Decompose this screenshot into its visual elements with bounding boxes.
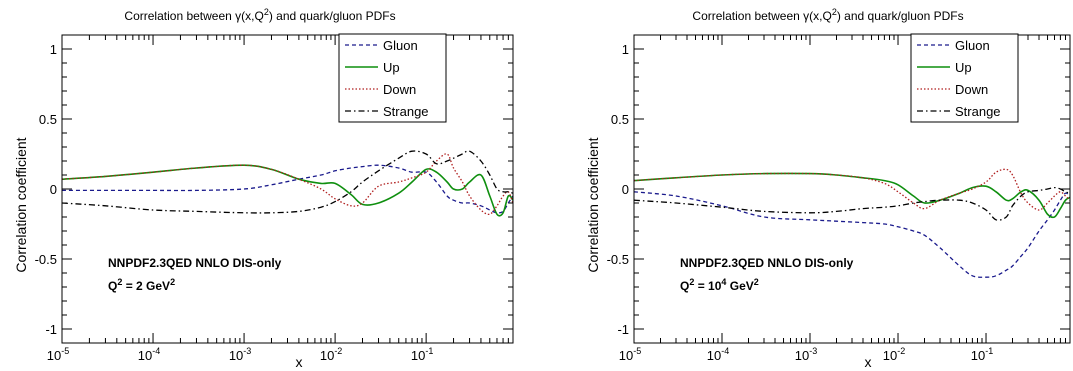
y-tick-label: 0.5 bbox=[611, 112, 629, 127]
legend-label-strange: Strange bbox=[955, 104, 1001, 119]
x-tick-label: 10-3 bbox=[795, 346, 817, 363]
series-line-strange bbox=[61, 150, 514, 214]
y-tick-label: -0.5 bbox=[607, 252, 629, 267]
x-tick-label: 10-1 bbox=[411, 346, 433, 363]
y-tick-label: -0.5 bbox=[35, 252, 57, 267]
series-layer bbox=[633, 168, 1071, 278]
legend: Gluon Up Down Strange bbox=[910, 33, 1019, 123]
chart-title: Correlation between γ(x,Q2) and quark/gl… bbox=[692, 7, 963, 23]
annotation-fit-name: NNPDF2.3QED NNLO DIS-only bbox=[680, 256, 854, 270]
chart-panel-q2-1e4: Correlation between γ(x,Q2) and quark/gl… bbox=[585, 7, 1071, 370]
annotation-q2: Q2 = 2 GeV2 bbox=[108, 277, 175, 293]
legend-label-gluon: Gluon bbox=[955, 38, 990, 53]
legend: Gluon Up Down Strange bbox=[338, 33, 447, 123]
series-line-down bbox=[633, 168, 1071, 211]
axis-ticks: 1 0.5 0 -0.5 -1 10-5 10-4 10-3 10-2 10-1 bbox=[607, 35, 1071, 363]
series-line-gluon bbox=[633, 191, 1071, 278]
y-axis-label: Correlation coefficient bbox=[13, 137, 29, 272]
plot-frame bbox=[633, 34, 1071, 344]
x-tick-label: 10-4 bbox=[707, 346, 729, 363]
legend-label-up: Up bbox=[955, 60, 972, 75]
series-line-down bbox=[61, 153, 514, 215]
x-axis-label: x bbox=[296, 354, 303, 370]
series-line-strange bbox=[633, 186, 1071, 221]
y-tick-label: -1 bbox=[45, 322, 57, 337]
series-line-gluon bbox=[62, 164, 514, 214]
legend-box bbox=[910, 33, 1019, 123]
chart-panel-q2-2: Correlation between γ(x,Q2) and quark/gl… bbox=[13, 7, 514, 370]
x-tick-label: 10-5 bbox=[47, 346, 69, 363]
annotation-fit-name: NNPDF2.3QED NNLO DIS-only bbox=[108, 256, 282, 270]
y-tick-label: 0.5 bbox=[39, 112, 57, 127]
y-tick-label: 1 bbox=[50, 42, 57, 57]
legend-box bbox=[338, 33, 447, 123]
legend-label-down: Down bbox=[383, 82, 416, 97]
legend-label-gluon: Gluon bbox=[383, 38, 418, 53]
axis-ticks: 1 0.5 0 -0.5 -1 10-5 10-4 10-3 10-2 10-1 bbox=[35, 35, 514, 363]
y-axis-label: Correlation coefficient bbox=[585, 137, 601, 272]
x-tick-label: 10-2 bbox=[883, 346, 905, 363]
y-tick-label: 1 bbox=[622, 42, 629, 57]
legend-label-strange: Strange bbox=[383, 104, 429, 119]
y-tick-label: 0 bbox=[50, 182, 57, 197]
legend-label-up: Up bbox=[383, 60, 400, 75]
x-tick-label: 10-2 bbox=[320, 346, 342, 363]
x-axis-label: x bbox=[865, 354, 872, 370]
x-tick-label: 10-1 bbox=[971, 346, 993, 363]
x-tick-label: 10-4 bbox=[138, 346, 160, 363]
legend-label-down: Down bbox=[955, 82, 988, 97]
series-layer bbox=[61, 150, 514, 217]
y-tick-label: -1 bbox=[617, 322, 629, 337]
chart-title: Correlation between γ(x,Q2) and quark/gl… bbox=[124, 7, 395, 23]
x-tick-label: 10-3 bbox=[229, 346, 251, 363]
series-line-up bbox=[633, 172, 1071, 219]
y-tick-label: 0 bbox=[622, 182, 629, 197]
plot-frame bbox=[61, 34, 514, 344]
annotation-q2: Q2 = 104 GeV2 bbox=[680, 277, 759, 293]
series-line-up bbox=[61, 164, 514, 217]
x-tick-label: 10-5 bbox=[619, 346, 641, 363]
